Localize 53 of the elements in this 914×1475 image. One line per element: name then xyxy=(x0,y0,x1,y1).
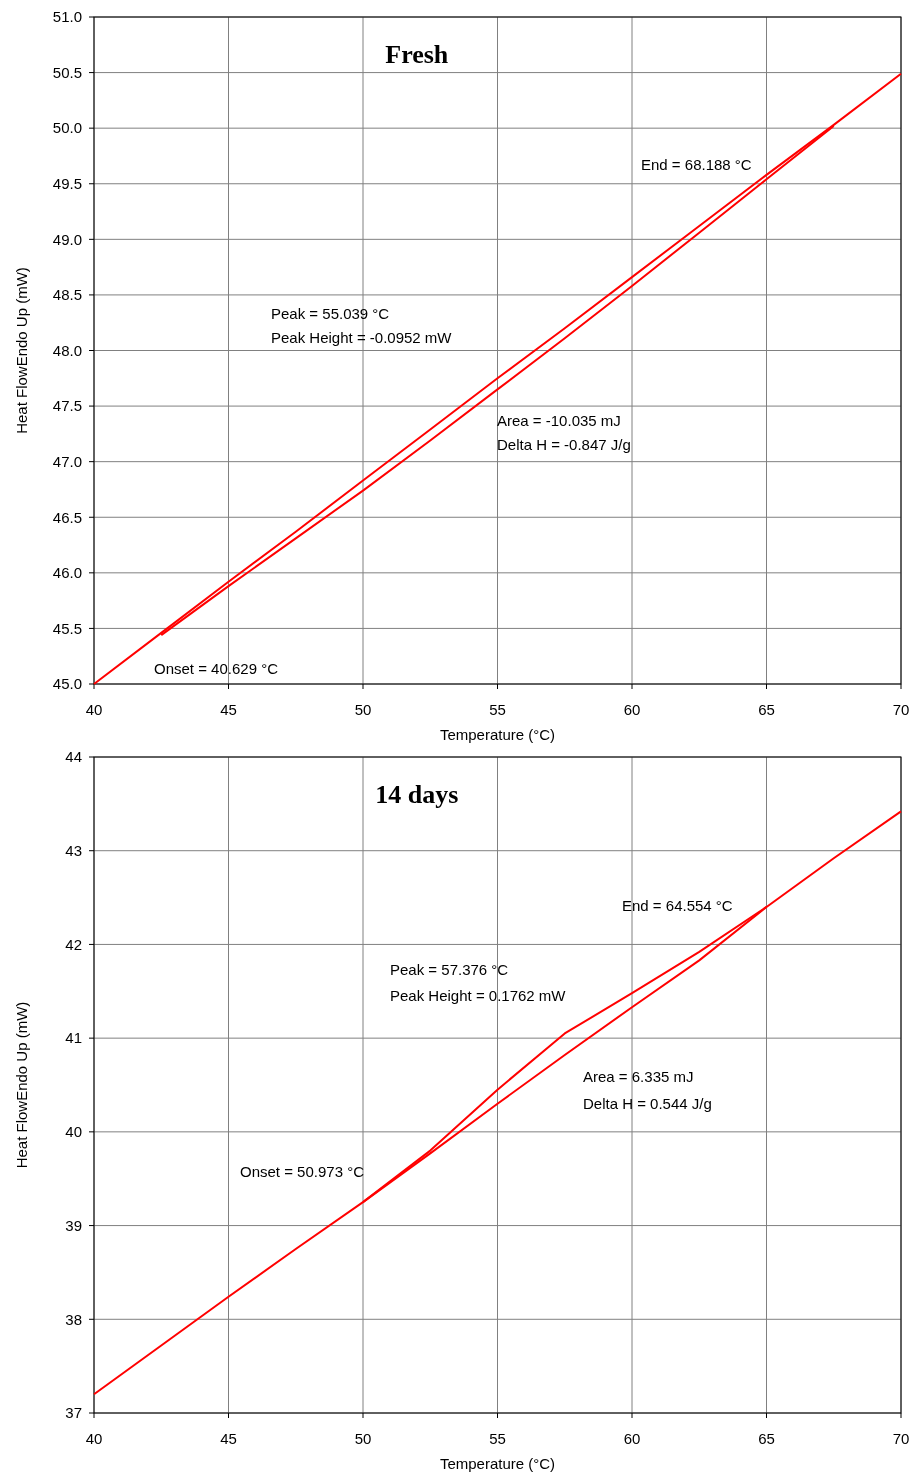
y-tick-label: 39 xyxy=(65,1216,82,1234)
y-tick-label: 46.5 xyxy=(52,508,82,526)
y-tick-label: 44 xyxy=(65,748,82,766)
x-tick-label: 55 xyxy=(489,701,506,718)
annotation: Area = -10.035 mJ xyxy=(497,412,621,429)
x-tick-label: 65 xyxy=(758,701,775,718)
annotation: Onset = 50.973 °C xyxy=(240,1163,365,1180)
x-tick-label: 60 xyxy=(623,1430,641,1447)
annotation: Peak Height = -0.0952 mW xyxy=(271,329,453,346)
y-tick-label: 49.5 xyxy=(52,175,82,192)
x-tick-label: 40 xyxy=(85,1430,103,1447)
y-tick-label: 45.5 xyxy=(52,619,82,637)
y-tick-label: 47.0 xyxy=(52,452,82,470)
annotation: End = 64.554 °C xyxy=(622,897,733,914)
x-tick-label: 65 xyxy=(758,1430,775,1447)
annotation: End = 68.188 °C xyxy=(641,156,752,173)
y-tick-label: 48.5 xyxy=(52,286,82,304)
y-tick-label: 49.0 xyxy=(52,230,82,248)
x-axis-title: Temperature (°C) xyxy=(439,726,556,743)
y-tick-label: 47.5 xyxy=(52,397,82,415)
text: 14 days xyxy=(375,780,459,809)
x-tick-label: 70 xyxy=(892,701,910,718)
annotation: Peak = 55.039 °C xyxy=(271,305,390,322)
y-tick-label: 45.0 xyxy=(52,675,82,693)
x-tick-label: 55 xyxy=(489,1430,506,1447)
y-tick-label: 42 xyxy=(65,935,82,953)
annotation: Delta H = -0.847 J/g xyxy=(497,436,631,453)
y-tick-label: 50.0 xyxy=(52,119,82,137)
annotation: Onset = 40.629 °C xyxy=(154,660,279,677)
x-axis-title: Temperature (°C) xyxy=(439,1455,556,1472)
y-tick-label: 37 xyxy=(65,1404,82,1422)
y-tick-label: 51.0 xyxy=(52,8,82,26)
annotation: Peak = 57.376 °C xyxy=(390,961,509,978)
annotation: Peak Height = 0.1762 mW xyxy=(390,987,567,1004)
annotation: Area = 6.335 mJ xyxy=(583,1068,694,1085)
y-tick-label: 48.0 xyxy=(52,341,82,359)
y-tick-label: 38 xyxy=(65,1310,82,1328)
y-tick-label: 46.0 xyxy=(52,564,82,582)
y-axis-title: Heat FlowEndo Up (mW) xyxy=(13,1001,30,1169)
x-tick-label: 60 xyxy=(623,701,641,718)
x-tick-label: 45 xyxy=(220,701,237,718)
y-tick-label: 43 xyxy=(65,841,82,859)
y-axis-title: Heat FlowEndo Up (mW) xyxy=(13,267,30,434)
text: Fresh xyxy=(385,40,449,69)
y-tick-label: 50.5 xyxy=(52,63,82,81)
x-tick-label: 50 xyxy=(354,701,372,718)
y-tick-label: 40 xyxy=(65,1123,82,1141)
x-tick-label: 50 xyxy=(354,1430,372,1447)
x-tick-label: 70 xyxy=(892,1430,910,1447)
x-tick-label: 40 xyxy=(85,701,103,718)
x-tick-label: 45 xyxy=(220,1430,237,1447)
y-tick-label: 41 xyxy=(65,1029,82,1047)
annotation: Delta H = 0.544 J/g xyxy=(583,1095,712,1112)
